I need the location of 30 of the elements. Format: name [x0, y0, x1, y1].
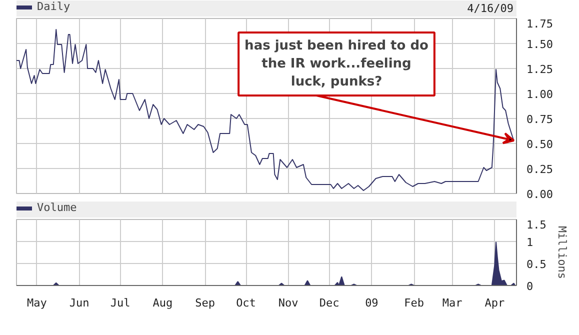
- y-tick-label: 1.25: [526, 63, 553, 76]
- text: 4/16/09: [467, 2, 514, 15]
- x-tick-label: Jul: [110, 296, 130, 310]
- y-tick-label: 0.5: [526, 258, 546, 271]
- x-tick-label: May: [27, 296, 48, 310]
- y-tick-label: 1.00: [526, 88, 553, 101]
- y-tick-label: 0: [526, 280, 534, 293]
- x-tick-label: Dec: [319, 296, 340, 310]
- x-tick-label: Apr: [484, 296, 505, 310]
- y-axis-title: Millions: [555, 226, 568, 279]
- x-tick-label: Mar: [442, 296, 463, 310]
- y-tick-label: 1: [526, 236, 534, 249]
- y-tick-label: 0.25: [526, 163, 553, 176]
- legend-label: Volume: [37, 201, 77, 214]
- y-tick-label: 0.50: [526, 138, 553, 151]
- legend-label: Daily: [37, 0, 70, 13]
- y-tick-label: 1.5: [526, 218, 546, 232]
- x-tick-label: Jun: [69, 296, 90, 310]
- x-tick-label: Aug: [152, 296, 173, 310]
- annotation: has just been hired to do the IR work...feeling luck, punks?: [244, 38, 429, 90]
- x-tick-label: Feb: [404, 296, 424, 310]
- x-tick-label: Oct: [236, 296, 256, 310]
- y-tick-label: 0.00: [526, 188, 553, 201]
- y-tick-label: 1.50: [526, 38, 553, 51]
- line-series: [16, 29, 514, 191]
- y-tick-label: 1.75: [526, 18, 553, 30]
- x-tick-label: 09: [365, 296, 378, 310]
- x-tick-label: Nov: [278, 296, 299, 310]
- y-tick-label: 0.75: [526, 113, 553, 126]
- x-tick-label: Sep: [195, 296, 215, 310]
